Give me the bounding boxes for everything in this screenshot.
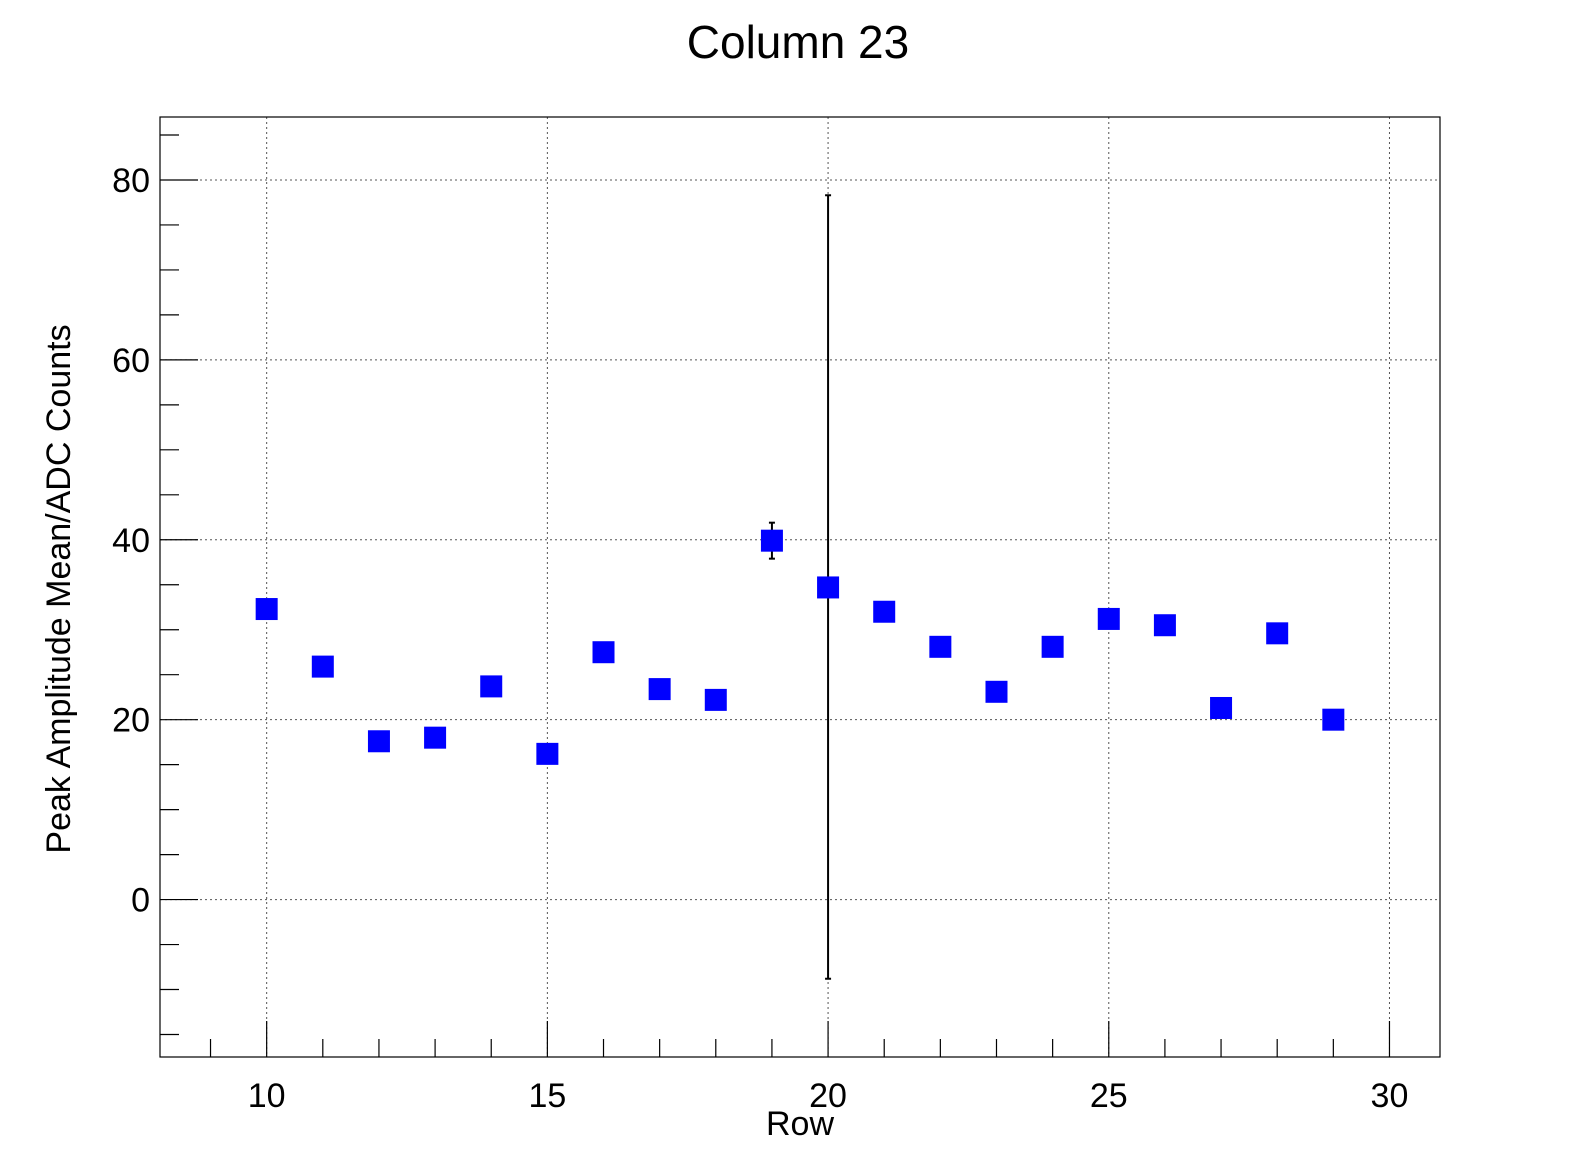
x-tick-label: 10	[248, 1077, 286, 1115]
data-point	[704, 688, 727, 711]
data-point	[929, 635, 952, 658]
chart-title: Column 23	[687, 16, 909, 68]
data-point	[873, 600, 896, 623]
plot-frame	[159, 116, 1441, 1058]
y-tick-labels: 0 20 40 60 80	[112, 162, 150, 920]
data-point	[1153, 614, 1176, 637]
data-point	[1097, 607, 1120, 630]
data-point	[311, 655, 334, 678]
data-markers	[255, 529, 1345, 765]
data-point	[648, 678, 671, 701]
y-tick-label: 40	[112, 522, 150, 560]
data-point	[817, 576, 840, 599]
x-tick-label: 25	[1090, 1077, 1128, 1115]
data-point	[1266, 622, 1289, 645]
data-point	[424, 726, 447, 749]
axis-ticks	[160, 134, 1391, 1057]
y-tick-label: 80	[112, 162, 150, 200]
y-tick-label: 60	[112, 342, 150, 380]
y-tick-label: 20	[112, 702, 150, 740]
x-tick-labels: 10 15 20 25 30	[248, 1077, 1409, 1115]
x-tick-label: 30	[1371, 1077, 1409, 1115]
x-tick-label: 15	[528, 1077, 566, 1115]
data-point	[536, 742, 559, 765]
data-point	[255, 598, 278, 621]
data-point	[592, 641, 615, 664]
x-tick-label: 20	[809, 1077, 847, 1115]
data-point	[760, 529, 783, 552]
data-point	[480, 675, 503, 698]
data-point	[1322, 708, 1345, 731]
y-tick-label: 0	[131, 882, 150, 920]
x-axis-label: Row	[766, 1105, 834, 1143]
y-axis-label: Peak Amplitude Mean/ADC Counts	[40, 324, 78, 853]
data-point	[367, 730, 390, 753]
data-point	[985, 680, 1008, 703]
data-point	[1210, 696, 1233, 719]
grid	[160, 117, 1440, 1057]
data-point	[1041, 635, 1064, 658]
